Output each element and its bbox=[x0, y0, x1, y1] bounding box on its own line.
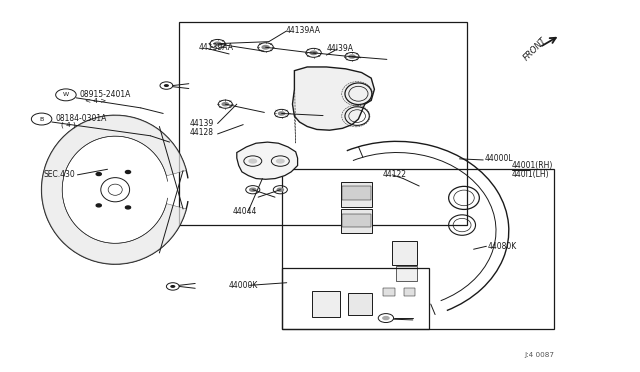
Text: 44044: 44044 bbox=[232, 207, 257, 216]
Circle shape bbox=[309, 50, 318, 55]
Circle shape bbox=[164, 84, 169, 87]
Text: W: W bbox=[63, 92, 69, 97]
Circle shape bbox=[96, 173, 101, 176]
Circle shape bbox=[249, 187, 257, 192]
Polygon shape bbox=[237, 142, 298, 179]
Circle shape bbox=[125, 170, 131, 173]
Circle shape bbox=[278, 111, 285, 116]
Text: 44001(RH): 44001(RH) bbox=[512, 161, 554, 170]
Text: 44000L: 44000L bbox=[484, 154, 513, 163]
Text: 44139AA: 44139AA bbox=[286, 26, 321, 35]
FancyBboxPatch shape bbox=[348, 293, 372, 315]
FancyBboxPatch shape bbox=[396, 266, 417, 281]
FancyBboxPatch shape bbox=[312, 291, 340, 317]
FancyBboxPatch shape bbox=[341, 182, 372, 207]
Circle shape bbox=[382, 316, 390, 320]
Polygon shape bbox=[42, 115, 186, 264]
FancyBboxPatch shape bbox=[383, 288, 395, 296]
FancyBboxPatch shape bbox=[342, 214, 371, 227]
Circle shape bbox=[248, 158, 257, 164]
Text: 44139AA: 44139AA bbox=[198, 43, 234, 52]
Circle shape bbox=[276, 187, 284, 192]
Bar bbox=[282, 268, 429, 329]
Text: 44l39A: 44l39A bbox=[326, 44, 353, 53]
Text: J:4 0087: J:4 0087 bbox=[525, 352, 555, 358]
FancyBboxPatch shape bbox=[404, 288, 415, 296]
Text: ( 4 ): ( 4 ) bbox=[61, 122, 76, 128]
Text: 44000K: 44000K bbox=[228, 281, 258, 290]
Polygon shape bbox=[292, 67, 374, 130]
Circle shape bbox=[213, 41, 222, 46]
Text: < 4 >: < 4 > bbox=[85, 98, 106, 104]
Circle shape bbox=[276, 158, 285, 164]
Text: 44122: 44122 bbox=[383, 170, 407, 179]
Text: 44139: 44139 bbox=[189, 119, 214, 128]
Bar bbox=[179, 22, 467, 225]
Circle shape bbox=[221, 102, 229, 106]
Text: B: B bbox=[40, 116, 44, 122]
Circle shape bbox=[348, 54, 356, 59]
FancyBboxPatch shape bbox=[342, 186, 371, 200]
Text: FRONT: FRONT bbox=[522, 36, 548, 63]
Bar bbox=[282, 169, 554, 329]
Text: 44128: 44128 bbox=[189, 128, 214, 137]
Text: 44080K: 44080K bbox=[488, 242, 517, 251]
Circle shape bbox=[261, 45, 270, 50]
Circle shape bbox=[96, 204, 101, 207]
FancyBboxPatch shape bbox=[392, 241, 417, 265]
Text: 08184-0301A: 08184-0301A bbox=[56, 114, 107, 123]
Circle shape bbox=[125, 206, 131, 209]
Circle shape bbox=[170, 285, 175, 288]
FancyBboxPatch shape bbox=[341, 209, 372, 233]
Text: 08915-2401A: 08915-2401A bbox=[80, 90, 131, 99]
Text: 440l1(LH): 440l1(LH) bbox=[512, 170, 550, 179]
Text: SEC.430: SEC.430 bbox=[44, 170, 76, 179]
